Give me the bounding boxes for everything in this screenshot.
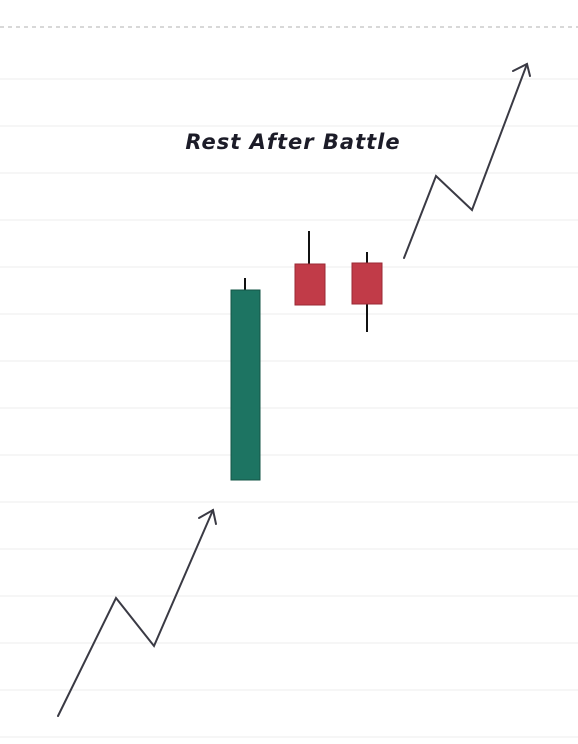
arrow-head [198,508,217,525]
arrow-head [512,62,531,77]
trend-arrow [57,509,214,717]
trend-arrow [403,63,528,259]
title: Rest After Battle [185,130,400,154]
bearish-candle [294,263,326,306]
bullish-candle [230,289,261,481]
grid [0,78,578,738]
bearish-candle [351,262,383,305]
